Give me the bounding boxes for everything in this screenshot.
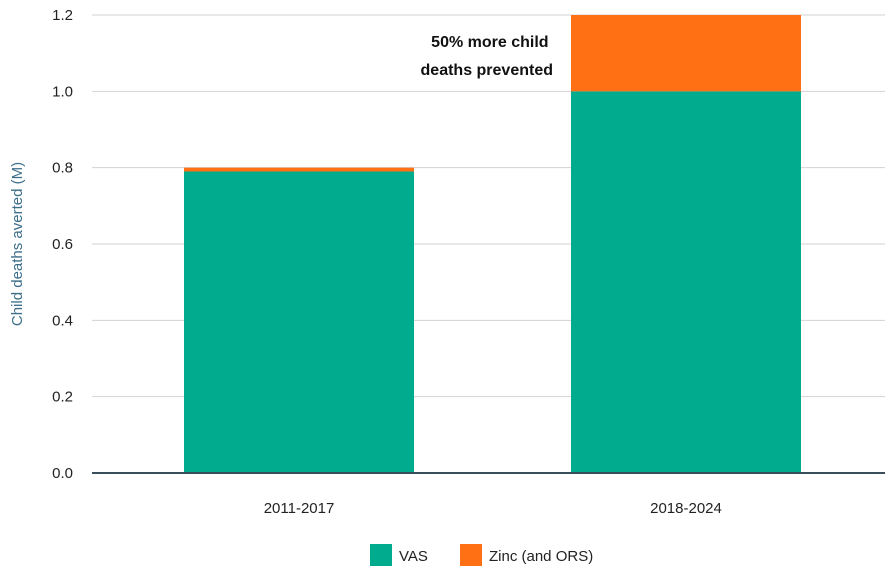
legend-label: Zinc (and ORS) — [489, 548, 593, 565]
bar-vas-2 — [571, 91, 801, 473]
annotation: 50% more child deaths prevented — [421, 34, 553, 79]
y-tick-label: 1.2 — [52, 7, 73, 24]
annotation-line-2: deaths prevented — [421, 62, 553, 79]
x-axis-ticks: 2011-2017 2018-2024 — [264, 500, 722, 517]
y-tick-label: 0.2 — [52, 389, 73, 406]
legend-label: VAS — [399, 548, 428, 565]
x-tick-label: 2011-2017 — [264, 500, 335, 517]
annotation-line-1: 50% more child — [431, 34, 548, 51]
legend: VAS Zinc (and ORS) — [370, 544, 593, 566]
y-tick-label: 0.4 — [52, 312, 73, 329]
legend-swatch — [370, 544, 392, 566]
bar-zinc-and-ors-1 — [184, 167, 414, 172]
y-axis-ticks: 0.0 0.2 0.4 0.6 0.8 1.0 1.2 — [52, 7, 73, 482]
y-tick-label: 0.8 — [52, 160, 73, 177]
y-axis-label: Child deaths averted (M) — [9, 162, 26, 326]
bars — [184, 15, 801, 473]
y-tick-label: 1.0 — [52, 83, 73, 100]
bar-vas-1 — [184, 171, 414, 473]
bar-zinc-and-ors-2 — [571, 15, 801, 92]
y-tick-label: 0.0 — [52, 465, 73, 482]
x-tick-label: 2018-2024 — [650, 500, 722, 517]
y-tick-label: 0.6 — [52, 236, 73, 253]
legend-swatch — [460, 544, 482, 566]
